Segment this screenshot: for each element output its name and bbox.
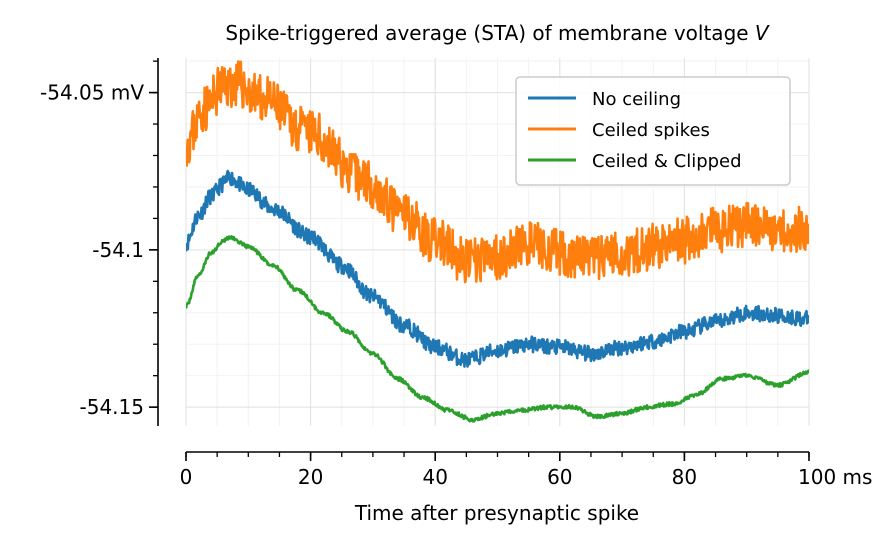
legend-label-ceiled-clipped: Ceiled & Clipped [592,151,742,172]
series-line-0 [186,169,809,368]
x-tick-label: 80 [672,465,697,489]
legend-label-ceiled-spikes: Ceiled spikes [592,120,710,141]
series-line-1 [186,60,809,284]
x-axis-label: Time after presynaptic spike [354,501,639,525]
title-variable: V [755,21,770,45]
legend-box [515,76,791,186]
y-tick-label: -54.1 [92,238,144,262]
legend: No ceiling Ceiled spikes Ceiled & Clippe… [515,76,791,186]
y-tick-label: -54.15 [80,395,144,419]
series-group [186,60,809,423]
x-tick-label: 20 [298,465,323,489]
series-line-2 [186,235,809,423]
legend-label-no-ceiling: No ceiling [592,89,681,110]
y-tick-label: -54.05 mV [40,81,144,105]
title-main: Spike-triggered average (STA) of membran… [225,21,755,45]
x-tick-label: 0 [180,465,193,489]
axes: -54.05 mV -54.1 -54.15 0 20 40 60 80 100 ms [40,58,872,489]
x-tick-label: 40 [422,465,447,489]
x-tick-label: 100 ms [798,465,872,489]
chart-title: Spike-triggered average (STA) of membran… [225,21,770,45]
x-tick-label: 60 [547,465,572,489]
